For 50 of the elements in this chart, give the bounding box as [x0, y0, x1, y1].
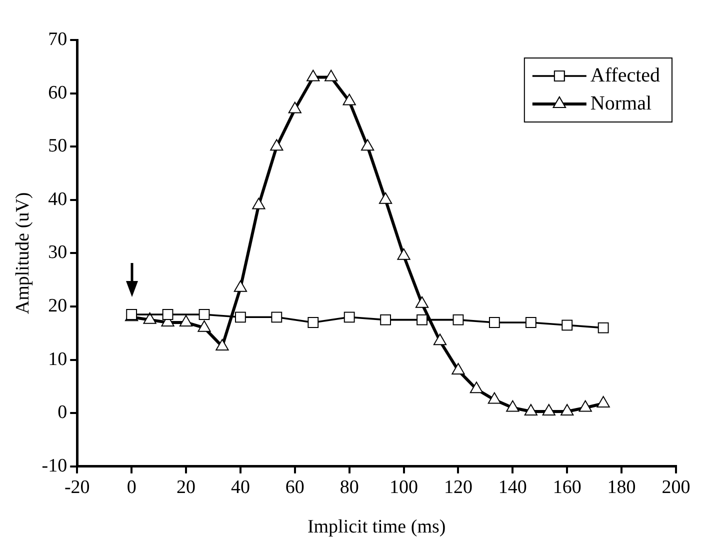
point: [560, 404, 574, 416]
x-tick-label: 160: [552, 476, 582, 498]
y-tick-label: -10: [42, 455, 68, 476]
point: [433, 334, 447, 346]
x-tick-label: 80: [340, 476, 359, 498]
y-tick-label: 50: [48, 136, 68, 157]
legend-label: Affected: [590, 64, 660, 86]
x-tick-label: 60: [285, 476, 304, 498]
y-tick-label: 70: [48, 28, 68, 50]
y-tick-label: 20: [48, 295, 68, 316]
point: [470, 382, 484, 394]
point: [234, 280, 248, 292]
point: [198, 320, 211, 332]
x-tick-label: 0: [126, 476, 136, 498]
y-tick-label: 10: [48, 348, 68, 370]
x-tick-label: 120: [444, 476, 472, 498]
point: [288, 102, 302, 114]
point: [524, 404, 538, 416]
x-tick-label: 140: [498, 476, 527, 498]
point: [361, 139, 374, 151]
x-tick-label: 200: [662, 476, 690, 498]
point: [342, 94, 356, 106]
y-tick-label: 40: [48, 188, 68, 210]
point: [488, 392, 501, 404]
y-tick-label: 0: [58, 402, 68, 424]
legend-label: Normal: [590, 92, 652, 114]
x-tick-label: -20: [64, 476, 90, 498]
x-tick-label: 180: [607, 476, 636, 498]
point: [415, 296, 429, 308]
x-tick-label: 100: [390, 476, 418, 498]
point: [452, 362, 465, 374]
point: [378, 192, 392, 204]
y-tick-label: 60: [48, 82, 68, 104]
y-tick-label: 30: [48, 242, 68, 264]
point: [578, 400, 592, 412]
x-tick-label: 20: [176, 476, 196, 498]
point: [270, 139, 284, 151]
y-axis-title: Amplitude (uV): [12, 192, 34, 314]
point: [252, 198, 266, 210]
point: [216, 338, 229, 350]
point: [179, 314, 193, 326]
point: [506, 400, 520, 412]
point: [324, 70, 338, 82]
x-tick-label: 40: [230, 476, 250, 498]
point: [596, 396, 610, 408]
point: [306, 70, 320, 82]
point: [397, 248, 410, 260]
point: [542, 404, 556, 416]
x-axis-title: Implicit time (ms): [307, 516, 446, 538]
point: [143, 312, 156, 324]
